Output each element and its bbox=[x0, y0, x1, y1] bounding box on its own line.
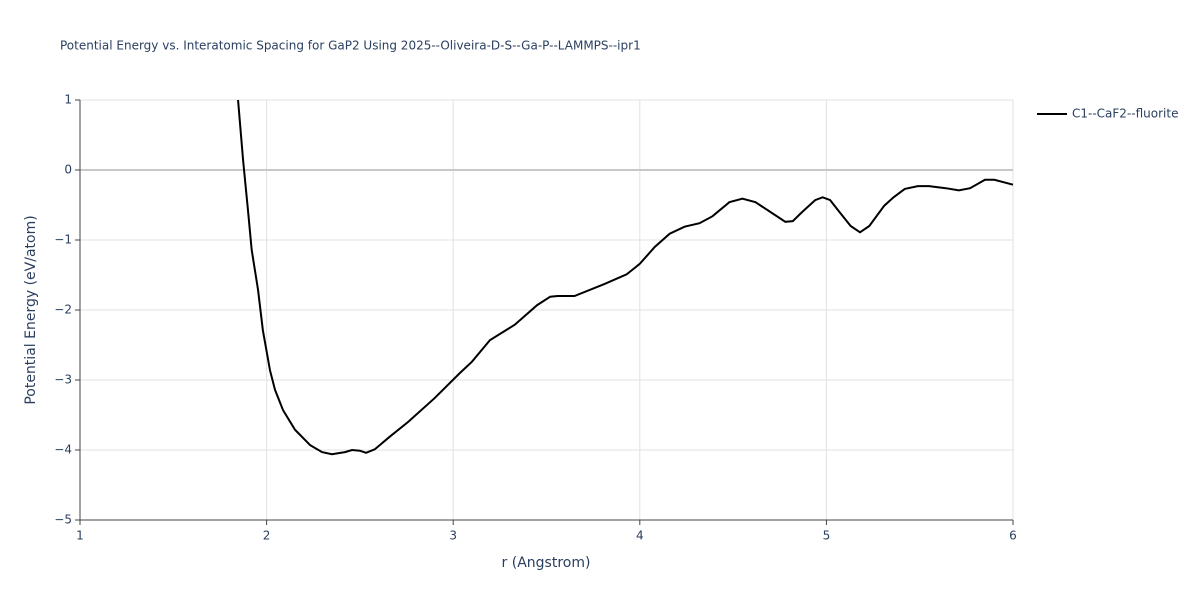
y-tick-label: −1 bbox=[54, 233, 72, 247]
x-tick-label: 6 bbox=[1009, 529, 1017, 543]
x-tick-label: 1 bbox=[76, 529, 84, 543]
x-tick-label: 3 bbox=[449, 529, 457, 543]
legend-label: C1--CaF2--fluorite bbox=[1072, 107, 1178, 121]
y-tick-label: −5 bbox=[54, 513, 72, 527]
y-tick-label: 0 bbox=[64, 163, 72, 177]
x-axis-label: r (Angstrom) bbox=[502, 555, 591, 571]
y-tick-label: 1 bbox=[64, 93, 72, 107]
y-axis-label: Potential Energy (eV/atom) bbox=[23, 215, 39, 404]
y-tick-label: −3 bbox=[54, 373, 72, 387]
chart-title: Potential Energy vs. Interatomic Spacing… bbox=[60, 39, 641, 53]
x-tick-label: 2 bbox=[263, 529, 271, 543]
x-tick-label: 4 bbox=[636, 529, 644, 543]
y-tick-label: −4 bbox=[54, 443, 72, 457]
line-series bbox=[237, 99, 1014, 456]
x-tick-label: 5 bbox=[823, 529, 831, 543]
y-tick-label: −2 bbox=[54, 303, 72, 317]
